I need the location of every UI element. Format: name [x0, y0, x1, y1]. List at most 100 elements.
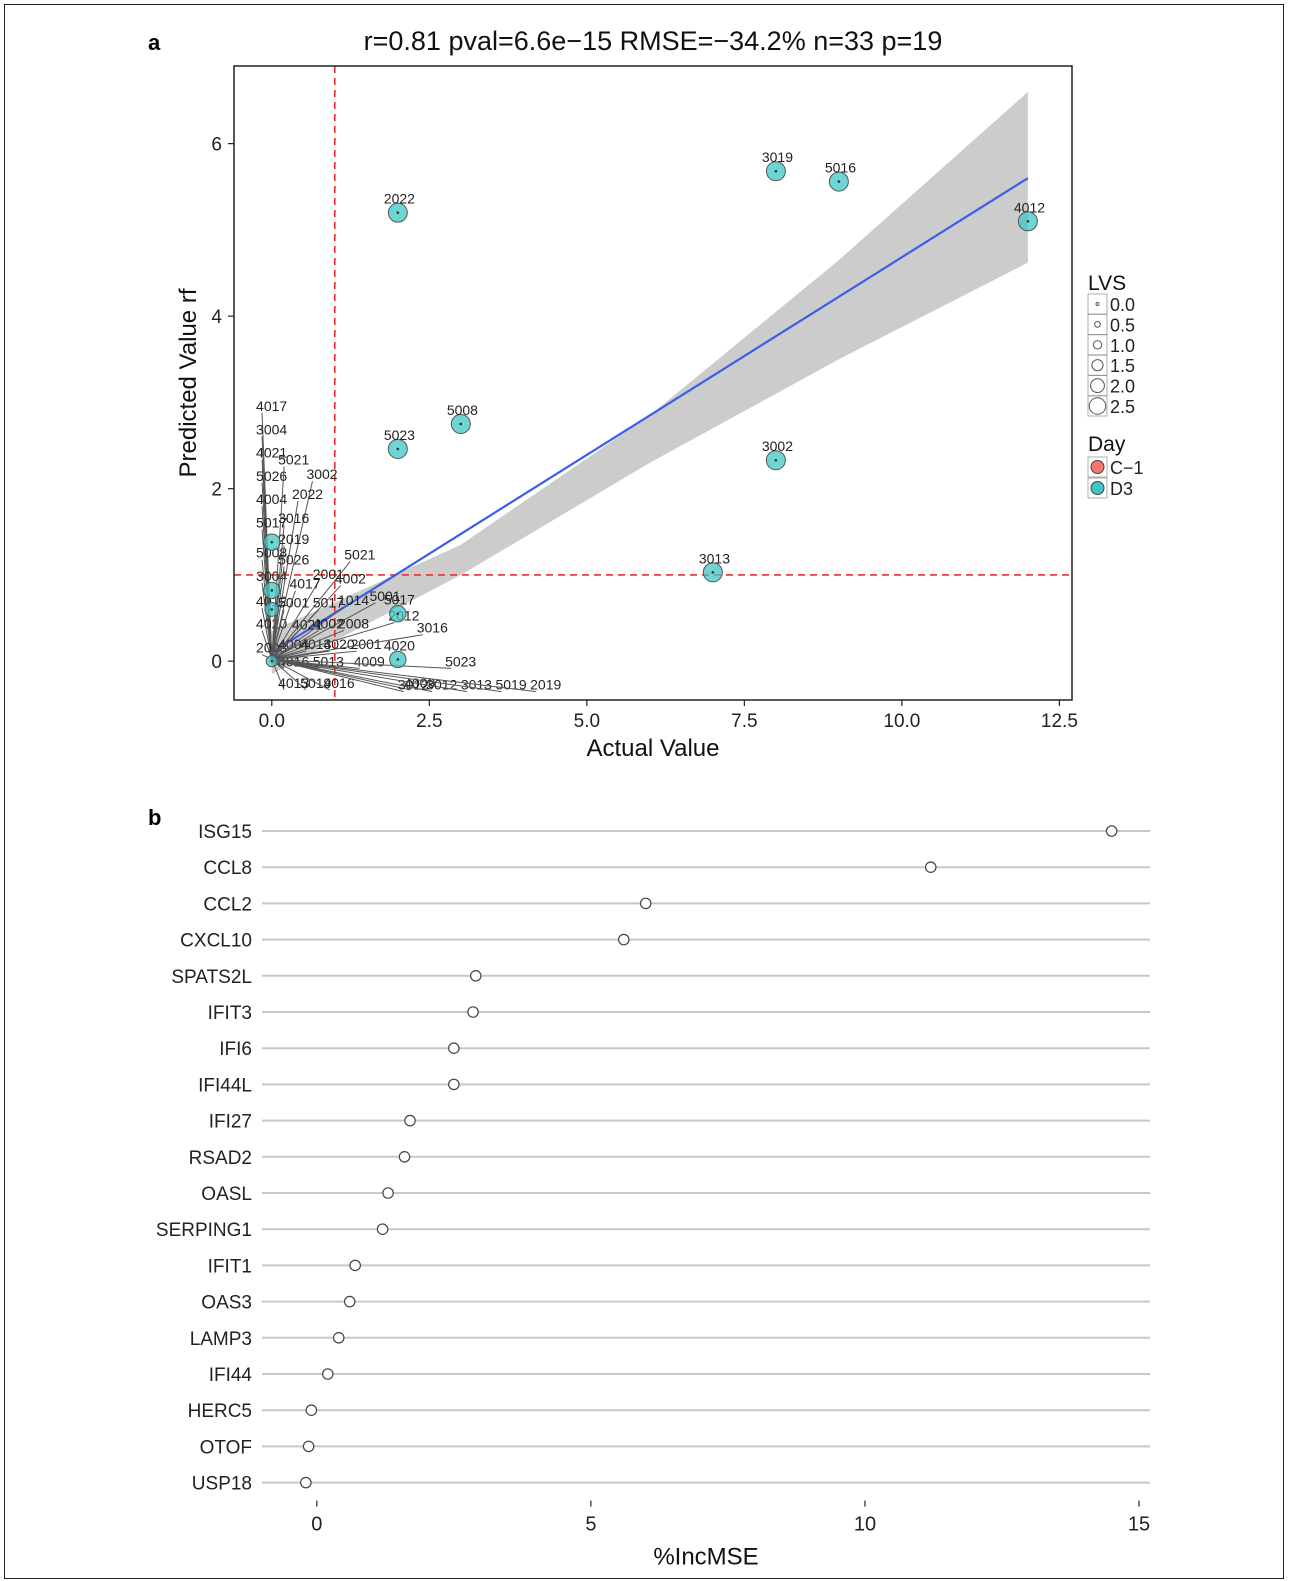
leader-label: 4021	[256, 445, 287, 461]
data-point-center	[396, 658, 400, 661]
importance-dot	[376, 1223, 389, 1235]
chart-title: r=0.81 pval=6.6e−15 RMSE=−34.2% n=33 p=1…	[364, 26, 943, 56]
y-tick-label: 4	[211, 307, 222, 328]
panel-b-label: b	[148, 805, 161, 830]
y-axis-label: Predicted Value rf	[175, 288, 202, 477]
legend-color-symbol	[1090, 460, 1105, 474]
category-label: IFIT1	[208, 1256, 252, 1277]
category-label: RSAD2	[189, 1148, 252, 1169]
legend-size-label: 2.0	[1110, 377, 1135, 397]
data-point-center	[270, 659, 274, 663]
importance-dot	[1105, 825, 1118, 837]
legend-color-title: Day	[1088, 433, 1126, 456]
category-label: CCL2	[203, 894, 252, 915]
category-label: ISG15	[198, 822, 252, 843]
legend-size-key	[1087, 313, 1108, 335]
legend-color-label: C−1	[1110, 458, 1144, 478]
category-label: IFIT3	[208, 1003, 252, 1024]
data-point-center	[270, 540, 274, 544]
leader-line	[271, 466, 285, 660]
confidence-band	[271, 91, 1028, 675]
x-tick-label: 0.0	[259, 711, 285, 732]
importance-dot	[639, 897, 652, 910]
leader-line	[271, 609, 285, 660]
importance-dot	[467, 1006, 479, 1018]
category-label: IFI44L	[198, 1075, 252, 1096]
point-label: 3002	[762, 438, 793, 454]
leader-line	[271, 500, 299, 660]
leader-label: 4002	[335, 571, 366, 587]
leader-line	[271, 658, 467, 693]
leader-line	[271, 629, 345, 660]
point-label: 5008	[447, 402, 478, 418]
leader-label: 4017	[289, 576, 320, 592]
scatter-chart: r=0.81 pval=6.6e−15 RMSE=−34.2% n=33 p=1…	[175, 26, 1144, 762]
importance-dot	[617, 933, 630, 946]
figure-frame	[4, 4, 1284, 1579]
leader-label: 4020	[323, 636, 354, 652]
legend-size-symbol	[1090, 378, 1105, 394]
data-point-center	[396, 612, 400, 616]
category-label: CCL8	[203, 858, 252, 879]
importance-dot	[302, 1440, 315, 1453]
leader-label: 4009	[354, 653, 385, 669]
leader-label: 1014	[338, 592, 369, 608]
leader-label: 5021	[278, 452, 309, 468]
leader-line	[261, 630, 273, 660]
leader-line	[271, 658, 502, 693]
x-tick-label: 10	[854, 1514, 876, 1536]
point-label: 5017	[384, 592, 415, 608]
importance-dot-chart: ISG15 CCL8 CCL2 CXCL10 SPATS2L IFIT3 IFI6 IFI44…	[156, 822, 1150, 1571]
legend-size-key	[1087, 334, 1108, 356]
importance-dot	[404, 1114, 416, 1127]
legend-size-symbol	[1092, 340, 1103, 350]
data-point-center	[459, 422, 463, 426]
leader-line	[271, 658, 404, 693]
x-tick-label: 7.5	[731, 711, 757, 732]
leader-line	[271, 622, 395, 660]
leader-label: 2022	[292, 486, 323, 502]
legend-size-key	[1087, 293, 1108, 315]
fit-line	[271, 177, 1029, 654]
x-tick-label: 15	[1128, 1514, 1150, 1536]
x-tick-label: 12.5	[1041, 711, 1078, 732]
category-label: OAS3	[201, 1293, 252, 1314]
legend-size-label: 0.0	[1110, 295, 1135, 315]
importance-dot	[448, 1042, 460, 1054]
x-axis-label: Actual Value	[587, 735, 720, 762]
leader-label: 4004	[256, 491, 287, 507]
legend-color-label: D3	[1110, 479, 1133, 499]
category-label: SERPING1	[156, 1220, 252, 1241]
legend-size-symbol	[1094, 321, 1101, 328]
x-tick-label: 5.0	[574, 711, 600, 732]
point-label: 2022	[384, 191, 415, 207]
category-label: LAMP3	[190, 1329, 252, 1350]
leader-label: 2019	[530, 677, 561, 693]
importance-dot	[382, 1187, 394, 1199]
importance-dot	[332, 1332, 345, 1344]
leader-label: 4013	[278, 675, 309, 691]
x-tick-label: 5	[585, 1514, 596, 1536]
x-tick-label: 2.5	[416, 711, 442, 732]
y-tick-label: 2	[211, 480, 222, 501]
category-label: USP18	[192, 1474, 252, 1495]
leader-label: 3016	[278, 510, 309, 526]
leader-label: 3016	[417, 620, 448, 636]
point-label: 3019	[762, 149, 793, 165]
importance-dot	[924, 861, 937, 873]
category-label: CXCL10	[180, 931, 252, 952]
leader-line	[271, 590, 296, 660]
leader-label: 3004	[256, 421, 287, 437]
leader-label: 5019	[495, 677, 526, 693]
importance-dot	[469, 969, 482, 982]
category-label: HERC5	[188, 1401, 252, 1422]
plot-border	[233, 65, 1073, 701]
point-label: 4012	[1014, 199, 1045, 215]
x-tick-label: 0	[311, 1514, 322, 1536]
leader-line	[271, 580, 320, 660]
leader-label: 2019	[278, 531, 309, 547]
leader-line	[271, 659, 307, 691]
leader-label: 3002	[306, 466, 337, 482]
legend-size-symbol	[1088, 397, 1107, 415]
leader-label: 5008	[256, 545, 287, 561]
